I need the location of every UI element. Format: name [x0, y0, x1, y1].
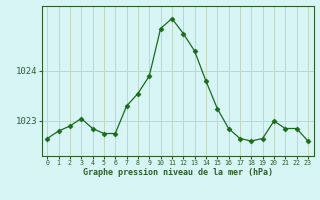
X-axis label: Graphe pression niveau de la mer (hPa): Graphe pression niveau de la mer (hPa): [83, 168, 273, 177]
